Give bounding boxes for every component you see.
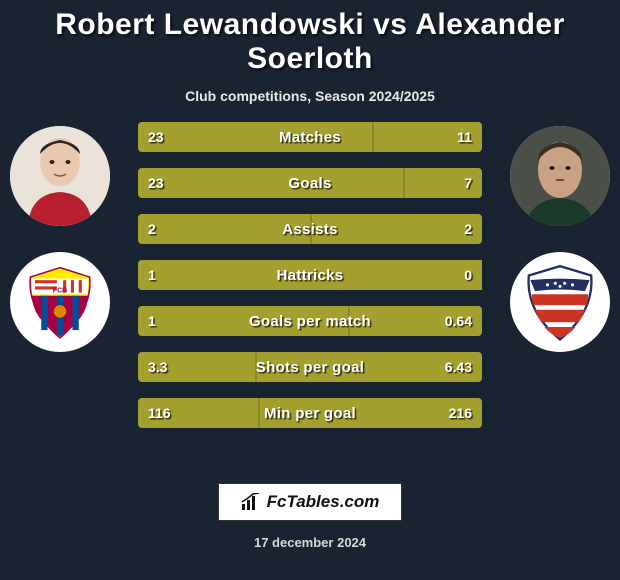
stat-label: Goals per match xyxy=(138,306,482,336)
stat-row: 10.64Goals per match xyxy=(138,306,482,336)
player-right-photo xyxy=(510,126,610,226)
stats-table: 2311Matches 237Goals 22Assists 10Hattricks 1… xyxy=(138,122,482,444)
player-left-photo xyxy=(10,126,110,226)
stat-row: 3.36.43Shots per goal xyxy=(138,352,482,382)
right-player-column xyxy=(510,126,610,352)
stat-label: Goals xyxy=(138,168,482,198)
stat-label: Shots per goal xyxy=(138,352,482,382)
stat-label: Assists xyxy=(138,214,482,244)
source-badge: FcTables.com xyxy=(218,483,403,521)
svg-text:FCB: FCB xyxy=(53,288,67,295)
stat-row: 2311Matches xyxy=(138,122,482,152)
subtitle: Club competitions, Season 2024/2025 xyxy=(0,88,620,104)
left-player-column: FCB xyxy=(10,126,110,352)
footer: FcTables.com 17 december 2024 xyxy=(0,483,620,550)
source-badge-text: FcTables.com xyxy=(267,492,380,512)
chart-icon xyxy=(241,493,261,511)
stat-label: Matches xyxy=(138,122,482,152)
club-right-logo xyxy=(510,252,610,352)
stat-label: Min per goal xyxy=(138,398,482,428)
page-title: Robert Lewandowski vs Alexander Soerloth xyxy=(0,8,620,76)
club-left-logo: FCB xyxy=(10,252,110,352)
stat-row: 22Assists xyxy=(138,214,482,244)
stat-row: 10Hattricks xyxy=(138,260,482,290)
date-text: 17 december 2024 xyxy=(254,535,366,550)
stat-row: 116216Min per goal xyxy=(138,398,482,428)
stat-label: Hattricks xyxy=(138,260,482,290)
stat-row: 237Goals xyxy=(138,168,482,198)
